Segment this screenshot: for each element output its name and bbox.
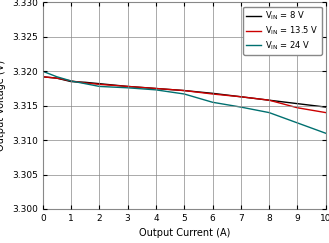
X-axis label: Output Current (A): Output Current (A) [139,228,230,238]
Legend: V$_{\mathregular{IN}}$ = 8 V, V$_{\mathregular{IN}}$ = 13.5 V, V$_{\mathregular{: V$_{\mathregular{IN}}$ = 8 V, V$_{\mathr… [243,7,321,55]
Y-axis label: Output Voltage (V): Output Voltage (V) [0,60,7,151]
